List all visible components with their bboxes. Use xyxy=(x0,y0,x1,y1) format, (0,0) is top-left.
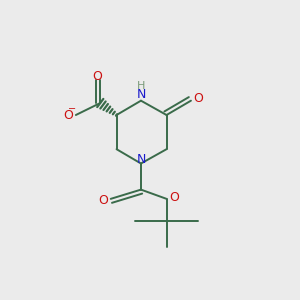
Text: O: O xyxy=(98,194,108,206)
Text: H: H xyxy=(137,81,145,92)
Text: O: O xyxy=(170,191,180,204)
Text: N: N xyxy=(136,153,146,166)
Text: O: O xyxy=(63,109,73,122)
Text: O: O xyxy=(194,92,203,105)
Text: N: N xyxy=(136,88,146,101)
Text: −: − xyxy=(68,103,76,113)
Text: O: O xyxy=(92,70,102,83)
